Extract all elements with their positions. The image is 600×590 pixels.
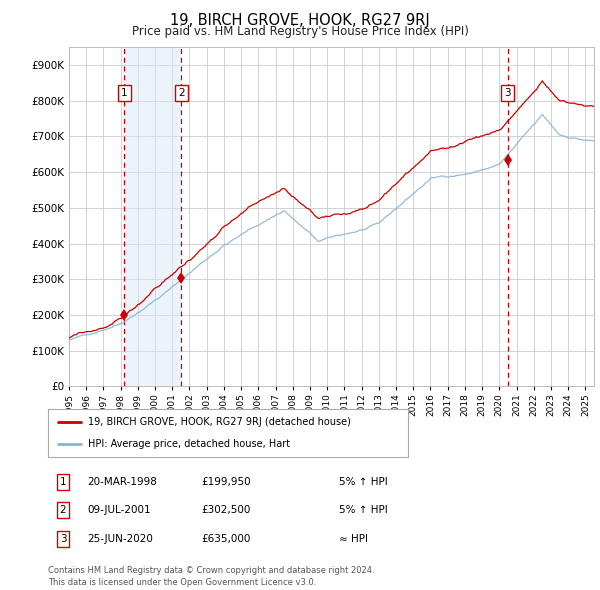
- Text: Price paid vs. HM Land Registry's House Price Index (HPI): Price paid vs. HM Land Registry's House …: [131, 25, 469, 38]
- Text: £635,000: £635,000: [201, 534, 250, 543]
- Text: 09-JUL-2001: 09-JUL-2001: [87, 506, 151, 515]
- Text: 2: 2: [59, 506, 67, 515]
- Text: 25-JUN-2020: 25-JUN-2020: [87, 534, 153, 543]
- Text: 20-MAR-1998: 20-MAR-1998: [87, 477, 157, 487]
- Text: Contains HM Land Registry data © Crown copyright and database right 2024.
This d: Contains HM Land Registry data © Crown c…: [48, 566, 374, 587]
- Text: 1: 1: [121, 88, 128, 98]
- Text: 5% ↑ HPI: 5% ↑ HPI: [339, 506, 388, 515]
- Text: 3: 3: [504, 88, 511, 98]
- Text: 19, BIRCH GROVE, HOOK, RG27 9RJ (detached house): 19, BIRCH GROVE, HOOK, RG27 9RJ (detache…: [88, 417, 350, 427]
- Text: HPI: Average price, detached house, Hart: HPI: Average price, detached house, Hart: [88, 439, 290, 449]
- Bar: [124, 47, 181, 386]
- Text: 19, BIRCH GROVE, HOOK, RG27 9RJ: 19, BIRCH GROVE, HOOK, RG27 9RJ: [170, 13, 430, 28]
- Text: ≈ HPI: ≈ HPI: [339, 534, 368, 543]
- Text: 3: 3: [59, 534, 67, 543]
- Text: 1: 1: [59, 477, 67, 487]
- Text: 2: 2: [178, 88, 185, 98]
- Text: 5% ↑ HPI: 5% ↑ HPI: [339, 477, 388, 487]
- Text: £199,950: £199,950: [201, 477, 251, 487]
- Text: £302,500: £302,500: [201, 506, 250, 515]
